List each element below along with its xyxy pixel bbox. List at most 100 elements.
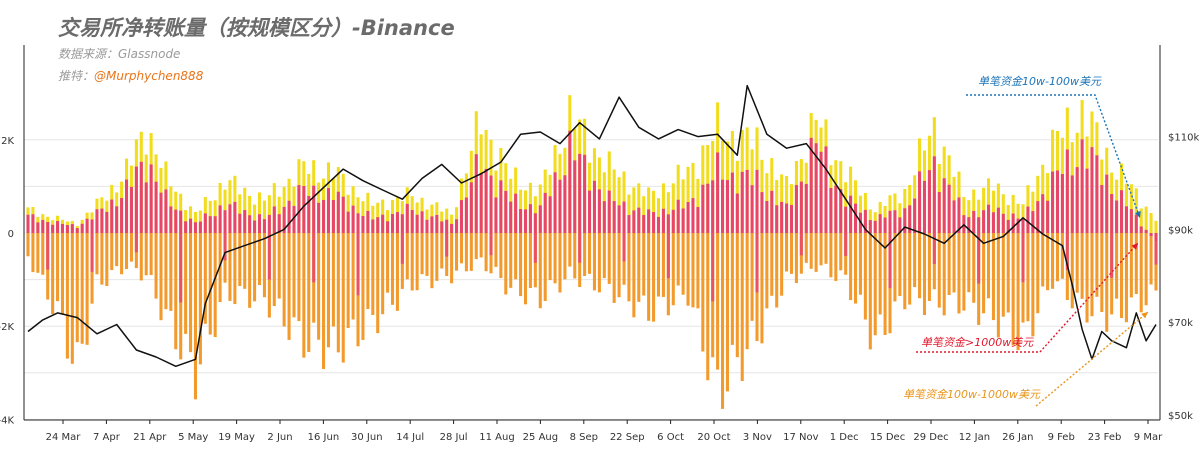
bar-100w-1000w [854,233,858,304]
bar-gt-1000w [297,185,301,233]
bar-gt-1000w [469,182,473,233]
bar-gt-1000w [70,224,74,233]
bar-gt-1000w [844,206,848,233]
bar-gt-1000w [193,222,198,233]
x-tick-label: 29 Dec [913,432,948,443]
bar-100w-1000w [952,233,956,293]
bar-gt-1000w [489,175,493,233]
bar-gt-1000w [435,214,439,233]
bar-gt-1000w [415,214,419,233]
bar-100w-1000w [459,233,463,264]
bar-10w-100w [652,190,656,233]
bar-100w-1000w [588,233,592,274]
bar-gt-1000w [543,192,547,233]
bar-100w-1000w [671,233,675,306]
bar-100w-1000w [435,233,439,281]
bar-100w-1000w [243,233,247,289]
x-tick-label: 20 Oct [697,432,730,443]
bar-100w-1000w [1119,233,1124,318]
bar-100w-1000w [543,233,547,301]
bar-100w-1000w [528,233,532,288]
bar-gt-1000w [405,203,409,233]
bar-10w-100w [666,192,670,233]
bar-gt-1000w [356,233,360,296]
bar-gt-1000w [489,233,493,256]
bar-gt-1000w [986,204,991,233]
bar-100w-1000w [287,233,291,340]
bar-gt-1000w [977,233,981,284]
bar-100w-1000w [184,233,188,334]
bar-gt-1000w [509,201,513,233]
bar-gt-1000w [666,214,670,233]
bar-100w-1000w [390,233,395,305]
bar-100w-1000w [706,233,710,381]
bar-gt-1000w [839,189,843,233]
bar-100w-1000w [1095,233,1099,297]
bar-gt-1000w [317,202,321,233]
twitter-label: 推特： [58,69,95,83]
bar-10w-100w [1144,206,1148,233]
bar-gt-1000w [504,190,508,233]
bar-gt-1000w [1041,194,1045,233]
bar-100w-1000w [164,233,168,310]
bar-10w-100w [1016,203,1020,233]
bar-gt-1000w [932,156,936,233]
bar-gt-1000w [578,153,582,233]
bar-gt-1000w [115,206,119,233]
bar-gt-1000w [1154,233,1158,265]
bar-100w-1000w [36,233,40,273]
bar-gt-1000w [844,233,848,256]
bar-gt-1000w [479,172,483,233]
bar-100w-1000w [51,233,55,315]
bar-10w-100w [1001,194,1005,233]
bar-gt-1000w [1021,233,1025,283]
bar-100w-1000w [474,233,478,260]
bar-gt-1000w [1090,147,1094,233]
bar-gt-1000w [203,213,207,233]
bar-gt-1000w [322,199,326,233]
bar-100w-1000w [1070,233,1074,309]
bar-100w-1000w [676,233,680,286]
bar-gt-1000w [676,199,680,233]
bar-10w-100w [1139,208,1143,233]
bar-gt-1000w [977,217,981,233]
arrowhead [1134,211,1141,218]
bar-gt-1000w [272,206,276,233]
bar-gt-1000w [1011,213,1015,233]
bar-gt-1000w [243,210,247,233]
bar-gt-1000w [637,207,641,233]
bar-100w-1000w [642,233,646,296]
x-tick-label: 23 Feb [1088,432,1122,443]
bar-100w-1000w [307,233,311,352]
bar-gt-1000w [390,214,395,233]
bar-10w-100w [262,200,266,233]
bar-gt-1000w [129,186,133,233]
bar-100w-1000w [927,233,931,301]
bar-gt-1000w [228,204,232,233]
bar-gt-1000w [932,233,936,264]
bar-10w-100w [1154,220,1158,233]
bar-100w-1000w [115,233,119,267]
bar-gt-1000w [952,200,956,233]
bar-gt-1000w [913,198,917,233]
bar-100w-1000w [834,233,838,281]
bar-gt-1000w [730,172,734,233]
bar-10w-100w [248,195,252,233]
bar-gt-1000w [51,224,55,233]
bar-100w-1000w [1124,233,1128,323]
bar-100w-1000w [1075,233,1079,293]
bar-gt-1000w [1046,200,1050,233]
bar-gt-1000w [307,195,311,233]
bar-gt-1000w [661,208,665,233]
bar-gt-1000w [425,219,429,233]
bar-gt-1000w [189,218,193,233]
bar-10w-100w [1129,184,1133,233]
y-right-tick-label: $90k [1168,225,1193,236]
bar-gt-1000w [1070,175,1074,233]
bar-100w-1000w [292,233,296,318]
annotation-label: 单笔资金10w-100w美元 [978,75,1102,88]
bar-gt-1000w [829,187,833,233]
bar-gt-1000w [395,212,399,233]
bar-gt-1000w [257,214,262,233]
bar-100w-1000w [627,233,631,302]
